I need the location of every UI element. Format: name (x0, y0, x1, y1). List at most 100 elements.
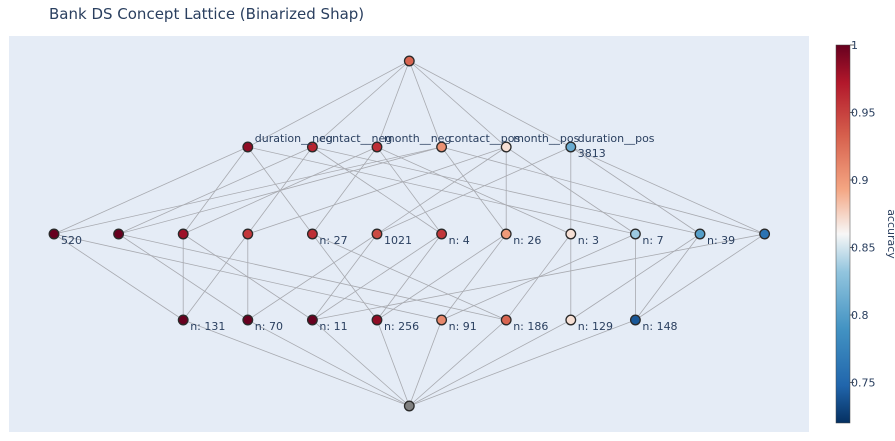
lattice-edge (409, 60, 507, 148)
lattice-node-c5[interactable] (436, 314, 448, 326)
lattice-edge (247, 146, 507, 235)
lattice-node-c7[interactable] (565, 314, 577, 326)
node-label-a1: duration__neg (255, 132, 333, 145)
node-label-a5: month__pos (513, 132, 579, 145)
lattice-node-c4[interactable] (371, 314, 383, 326)
lattice-node-b5[interactable] (306, 228, 318, 240)
plot-area (9, 36, 809, 432)
lattice-node-c6[interactable] (500, 314, 512, 326)
lattice-node-c8[interactable] (629, 314, 641, 326)
node-label-b11: n: 39 (707, 234, 735, 247)
labels-layer: duration__negcontact__negmonth__negconta… (61, 132, 735, 333)
colorbar-tick-label: 0.95 (851, 107, 876, 120)
lattice-edge (312, 60, 410, 148)
node-label-c7: n: 129 (578, 320, 613, 333)
lattice-node-c3[interactable] (306, 314, 318, 326)
lattice-edge (376, 319, 410, 407)
lattice-node-b7[interactable] (436, 228, 448, 240)
colorbar-title: accuracy (885, 209, 895, 259)
node-label-a6: duration__pos (578, 132, 655, 145)
lattice-node-a3[interactable] (371, 141, 383, 153)
lattice-edge (118, 146, 313, 235)
lattice-node-a2[interactable] (306, 141, 318, 153)
node-label-b6: 1021 (384, 234, 412, 247)
chart-title: Bank DS Concept Lattice (Binarized Shap) (49, 5, 364, 23)
node-label-c8: n: 148 (642, 320, 677, 333)
colorbar-tick-label: 0.85 (851, 242, 876, 255)
lattice-edge (182, 233, 249, 321)
nodes-layer (48, 55, 771, 412)
lattice-edge (247, 319, 410, 407)
lattice-edge (408, 60, 442, 148)
lattice-edge (635, 233, 765, 321)
colorbar-tick-label: 0.75 (851, 377, 876, 390)
node-label-c2: n: 70 (255, 320, 283, 333)
lattice-node-b4[interactable] (242, 228, 254, 240)
lattice-node-bottom[interactable] (403, 400, 415, 412)
lattice-edge (312, 233, 442, 321)
lattice-node-b2[interactable] (113, 228, 125, 240)
lattice-edge (312, 319, 410, 407)
colorbar-tick-label: 1 (851, 39, 858, 52)
lattice-edge (409, 319, 571, 407)
lattice-node-b9[interactable] (565, 228, 577, 240)
lattice-node-b11[interactable] (694, 228, 706, 240)
lattice-edge (570, 146, 701, 235)
node-label-c5: n: 91 (449, 320, 477, 333)
lattice-edge (441, 233, 507, 321)
node-label-a3: month__neg (384, 132, 451, 145)
lattice-edge (409, 319, 507, 407)
node-label-b8: n: 26 (513, 234, 541, 247)
colorbar-tick-label: 0.9 (851, 174, 869, 187)
lattice-node-b12[interactable] (759, 228, 771, 240)
lattice-edge (53, 146, 248, 235)
lattice-edge (570, 233, 701, 321)
lattice-edge (570, 146, 765, 235)
lattice-node-a1[interactable] (242, 141, 254, 153)
lattice-edge (376, 60, 410, 148)
lattice-edge (247, 60, 410, 148)
colorbar-ticks: 1 0.95 0.9 0.85 0.8 0.75 (850, 39, 876, 390)
lattice-edge (409, 60, 571, 148)
node-label-c4: n: 256 (384, 320, 419, 333)
lattice-edge (247, 233, 378, 321)
lattice-edge (118, 146, 442, 235)
lattice-edge (312, 146, 378, 235)
node-label-b10: n: 7 (642, 234, 663, 247)
lattice-node-c2[interactable] (242, 314, 254, 326)
lattice-edge (376, 146, 507, 235)
lattice-edge (183, 319, 410, 407)
lattice-edge (312, 233, 765, 321)
lattice-edge (312, 233, 378, 321)
lattice-node-b6[interactable] (371, 228, 383, 240)
colorbar-tick-label: 0.8 (851, 309, 869, 322)
lattice-node-top[interactable] (403, 55, 415, 67)
node-label-c1: n: 131 (190, 320, 225, 333)
node-label-a2: contact__neg (319, 132, 392, 145)
lattice-edge (53, 233, 184, 321)
lattice-node-b3[interactable] (177, 228, 189, 240)
node-label-b1: 520 (61, 234, 82, 247)
lattice-edge (408, 319, 442, 407)
lattice-node-c1[interactable] (177, 314, 189, 326)
node-label-c6: n: 186 (513, 320, 548, 333)
edges-layer (53, 60, 765, 407)
node-label-c3: n: 11 (319, 320, 347, 333)
node-label-b9: n: 3 (578, 234, 599, 247)
node-sublabel-a6: 3813 (578, 147, 606, 160)
lattice-edge (441, 146, 765, 235)
lattice-node-a6[interactable] (565, 141, 577, 153)
lattice-edge (376, 233, 507, 321)
lattice-edge (409, 319, 636, 407)
lattice-node-b10[interactable] (629, 228, 641, 240)
lattice-node-b1[interactable] (48, 228, 60, 240)
node-label-b7: n: 4 (449, 234, 470, 247)
node-label-a4: contact__pos (449, 132, 521, 145)
node-label-b5: n: 27 (319, 234, 347, 247)
colorbar (835, 44, 851, 424)
lattice-node-a5[interactable] (500, 141, 512, 153)
lattice-node-a4[interactable] (436, 141, 448, 153)
lattice-edge (376, 146, 571, 235)
lattice-node-b8[interactable] (500, 228, 512, 240)
